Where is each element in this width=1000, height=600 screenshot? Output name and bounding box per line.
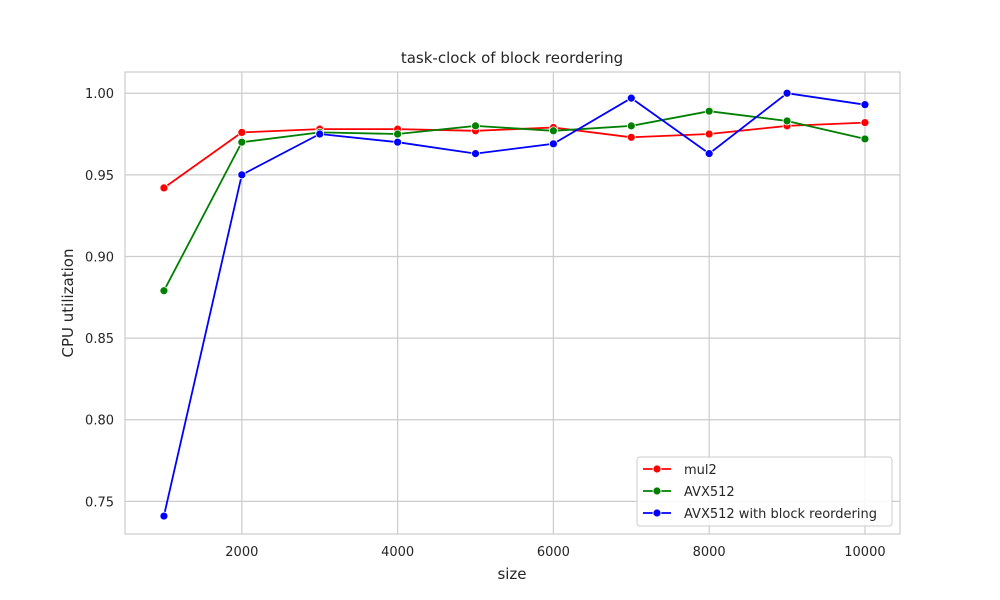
- series-avx512: [159, 106, 870, 296]
- data-point-avx512-with-block-reordering: [782, 88, 792, 98]
- data-point-avx512: [860, 134, 870, 144]
- data-point-avx512-with-block-reordering: [237, 170, 247, 180]
- legend-label: AVX512: [684, 485, 735, 500]
- series-group: [159, 88, 870, 521]
- x-tick-labels: 2000 4000 6000 8000 10000: [225, 545, 885, 560]
- data-point-avx512: [159, 286, 169, 296]
- data-point-avx512: [782, 116, 792, 126]
- data-point-avx512-with-block-reordering: [626, 93, 636, 103]
- data-point-avx512-with-block-reordering: [315, 129, 325, 139]
- series-line-avx512-with-block-reordering: [163, 92, 866, 517]
- data-point-mul2: [159, 183, 169, 193]
- x-tick-label: 4000: [381, 545, 414, 560]
- data-point-avx512: [626, 121, 636, 131]
- x-tick-label: 8000: [693, 545, 726, 560]
- data-point-mul2: [704, 129, 714, 139]
- y-tick-label: 0.75: [85, 495, 114, 510]
- data-point-avx512-with-block-reordering: [393, 137, 403, 147]
- y-tick-label: 0.95: [85, 169, 114, 184]
- series-avx512-with-block-reordering: [159, 88, 870, 521]
- chart-title: task-clock of block reordering: [401, 49, 623, 67]
- y-tick-label: 0.90: [85, 250, 114, 265]
- y-tick-label: 0.85: [85, 332, 114, 347]
- legend-box: [636, 456, 893, 527]
- data-point-avx512: [704, 106, 714, 116]
- x-tick-label: 2000: [225, 545, 258, 560]
- data-point-avx512-with-block-reordering: [704, 149, 714, 159]
- legend-marker: [652, 464, 662, 474]
- x-axis-label: size: [497, 565, 526, 583]
- x-tick-label: 10000: [844, 545, 885, 560]
- x-tick-label: 6000: [537, 545, 570, 560]
- legend-marker: [652, 486, 662, 496]
- legend-item: AVX512 with block reordering: [643, 507, 877, 522]
- data-point-avx512: [393, 129, 403, 139]
- legend-item: mul2: [643, 463, 717, 478]
- y-tick-label: 1.00: [85, 87, 114, 102]
- data-point-avx512-with-block-reordering: [548, 139, 558, 149]
- data-point-avx512: [237, 137, 247, 147]
- data-point-avx512-with-block-reordering: [471, 149, 480, 159]
- legend: mul2 AVX512 AVX512 with block reordering: [636, 456, 893, 527]
- y-tick-labels: 0.75 0.80 0.85 0.90 0.95 1.00: [85, 87, 114, 510]
- data-point-mul2: [237, 128, 247, 137]
- data-point-avx512: [471, 121, 480, 131]
- legend-item: AVX512: [643, 485, 735, 500]
- series-line-avx512: [163, 110, 866, 292]
- y-axis-label: CPU utilization: [59, 249, 77, 358]
- data-point-avx512-with-block-reordering: [159, 511, 169, 521]
- y-tick-label: 0.80: [85, 414, 114, 429]
- data-point-avx512: [548, 126, 558, 136]
- data-point-mul2: [860, 118, 870, 128]
- grid-lines: [125, 72, 900, 534]
- legend-label: AVX512 with block reordering: [684, 507, 877, 522]
- legend-label: mul2: [684, 463, 717, 478]
- legend-marker: [652, 508, 662, 518]
- data-point-mul2: [626, 132, 636, 142]
- data-point-avx512-with-block-reordering: [860, 100, 870, 110]
- plot-frame: [124, 71, 901, 535]
